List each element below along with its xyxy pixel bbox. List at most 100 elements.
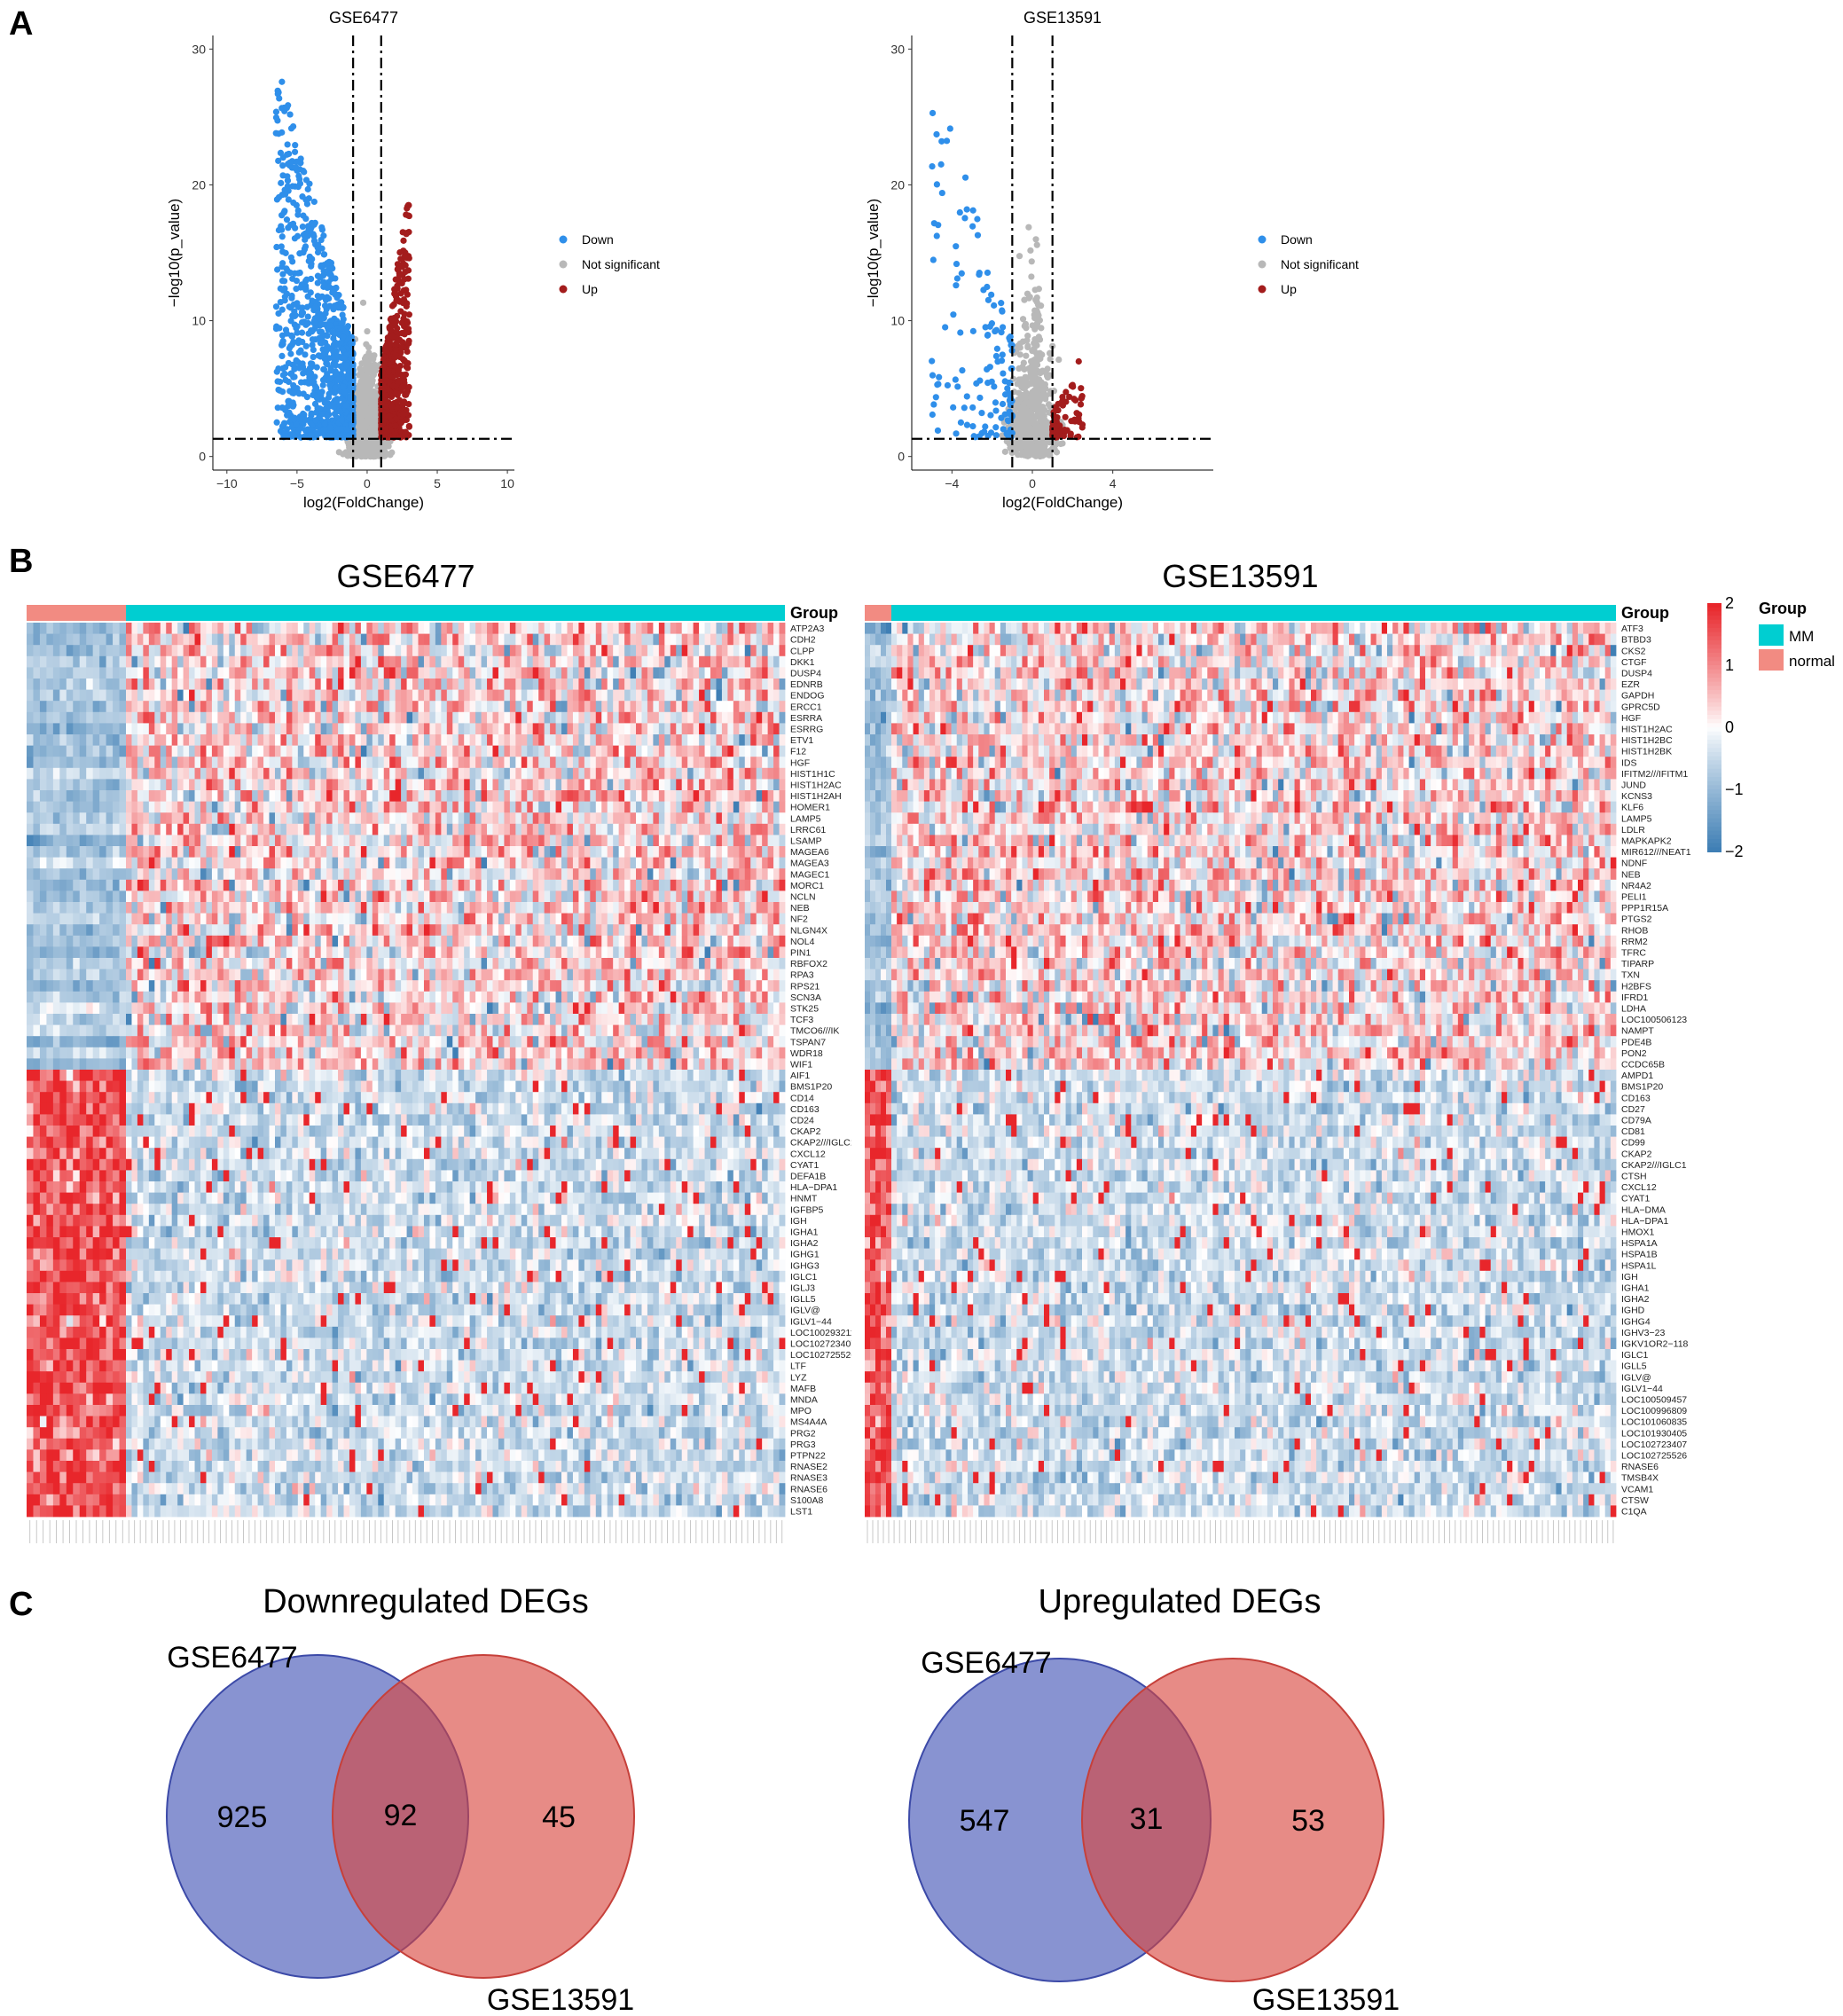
point-down [988,320,995,327]
heat-cell [767,701,774,713]
point-not-significant [1032,236,1039,243]
heat-cell [194,667,201,679]
heat-cell [320,701,327,713]
heat-cell [487,655,493,668]
point-down [929,357,936,365]
heat-cell [521,689,528,702]
point-not-significant [372,425,379,432]
heat-cell [154,689,161,702]
gene-label: ERCC1 [790,702,822,712]
heat-cell [297,679,304,690]
heat-cell [92,701,100,713]
heat-cell [555,655,562,668]
legend-label: Not significant [1281,257,1359,271]
point-not-significant [370,355,377,363]
point-up [394,338,402,345]
heat-cell [418,655,425,668]
heat-cell [618,667,625,679]
heat-cell [332,655,339,668]
heat-cell [389,701,396,713]
heat-cell [113,667,120,679]
point-not-significant [357,368,365,375]
point-down [346,431,353,438]
heat-cell [355,667,362,679]
heat-cell [733,667,740,679]
heat-cell [630,689,637,702]
heat-cell [372,623,379,634]
heat-cell [223,689,230,702]
heat-cell [624,623,631,634]
heat-cell [487,689,493,702]
point-down [293,420,300,428]
heat-cell [154,633,161,646]
heat-cell [200,689,207,702]
heat-cell [223,701,230,713]
heat-cell [240,711,247,724]
heat-cell [750,645,757,657]
heat-cell [309,667,316,679]
heat-cell [200,655,207,668]
heat-cell [779,655,786,668]
point-down [987,412,994,419]
heat-cell [378,655,385,668]
heat-cell [435,701,442,713]
point-not-significant [1033,307,1040,314]
heat-cell [315,655,322,668]
heat-cell [189,711,195,724]
heat-cell [727,679,734,690]
heat-cell [452,633,459,646]
point-down [310,198,318,206]
heat-cell [739,645,746,657]
heat-cell [773,689,780,702]
heat-cell [86,655,94,668]
point-up [403,230,410,237]
heat-cell [171,679,178,690]
heat-cell [86,679,94,690]
point-down [289,183,296,190]
point-not-significant [1016,253,1023,260]
point-down [326,322,333,329]
heat-cell [217,679,224,690]
heat-cell [240,689,247,702]
heat-cell [446,689,453,702]
heat-cell [641,679,648,690]
heat-cell [641,667,648,679]
heat-cell [532,645,539,657]
heat-cell [538,655,545,668]
heat-cell [458,667,465,679]
heat-cell [217,711,224,724]
point-not-significant [358,360,365,367]
heat-cell [676,689,683,702]
heat-cell [126,667,132,679]
heat-cell [693,623,700,634]
heat-cell [148,701,155,713]
point-up [393,328,400,335]
point-down [929,372,937,379]
point-down [943,137,951,145]
point-down [334,432,341,440]
point-up [395,366,403,373]
heat-cell [658,623,665,634]
point-down [963,393,970,400]
heat-cell [280,645,287,657]
heat-cell [52,645,60,657]
heat-cell [234,701,241,713]
heat-cell [693,655,700,668]
heat-cell [171,689,178,702]
heat-cell [401,633,407,646]
heat-cell [183,689,190,702]
heat-cell [521,633,528,646]
point-down [984,283,991,291]
point-down [273,368,280,375]
point-down [312,409,320,416]
heat-cell [389,679,396,690]
heat-cell [366,711,373,724]
heat-cell [86,701,94,713]
point-up [1052,404,1059,411]
heat-cell [137,655,144,668]
heat-cell [92,679,100,690]
point-down [974,216,981,223]
heat-cell [446,633,453,646]
point-down [306,256,314,263]
heat-cell [475,633,482,646]
